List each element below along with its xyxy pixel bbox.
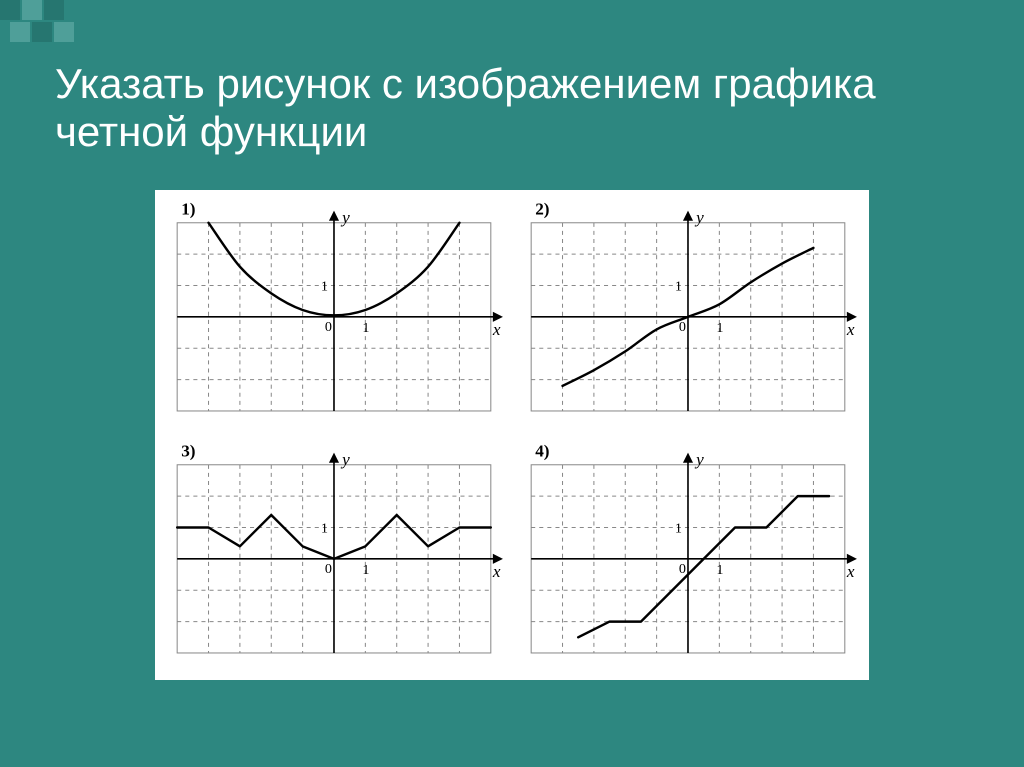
svg-text:0: 0 <box>325 319 332 335</box>
svg-text:x: x <box>846 562 855 581</box>
svg-text:0: 0 <box>325 561 332 577</box>
page-title: Указать рисунок с изображением графика ч… <box>55 60 969 157</box>
svg-text:4): 4) <box>535 441 549 460</box>
chart-1: 0 1 1 x y 1) <box>163 196 507 432</box>
corner-decoration <box>0 0 200 60</box>
svg-text:2): 2) <box>535 200 549 219</box>
svg-text:1: 1 <box>675 279 682 295</box>
svg-text:y: y <box>694 208 704 227</box>
svg-text:y: y <box>340 449 350 468</box>
svg-text:y: y <box>340 208 350 227</box>
svg-text:y: y <box>694 449 704 468</box>
svg-text:1: 1 <box>675 520 682 536</box>
svg-text:1: 1 <box>362 562 369 578</box>
svg-text:x: x <box>846 320 855 339</box>
svg-text:1: 1 <box>716 320 723 336</box>
svg-text:x: x <box>492 320 501 339</box>
charts-container: 0 1 1 x y 1) 0 1 1 x y 2) 0 1 1 x y 3) 0 1 1 x y 4) <box>155 190 869 680</box>
svg-text:1: 1 <box>716 562 723 578</box>
svg-text:1: 1 <box>362 320 369 336</box>
svg-text:0: 0 <box>679 561 686 577</box>
svg-text:3): 3) <box>181 441 195 460</box>
svg-text:x: x <box>492 562 501 581</box>
svg-text:1: 1 <box>321 279 328 295</box>
svg-text:0: 0 <box>679 319 686 335</box>
svg-text:1: 1 <box>321 520 328 536</box>
svg-text:1): 1) <box>181 200 195 219</box>
chart-2: 0 1 1 x y 2) <box>517 196 861 432</box>
chart-3: 0 1 1 x y 3) <box>163 438 507 674</box>
chart-4: 0 1 1 x y 4) <box>517 438 861 674</box>
